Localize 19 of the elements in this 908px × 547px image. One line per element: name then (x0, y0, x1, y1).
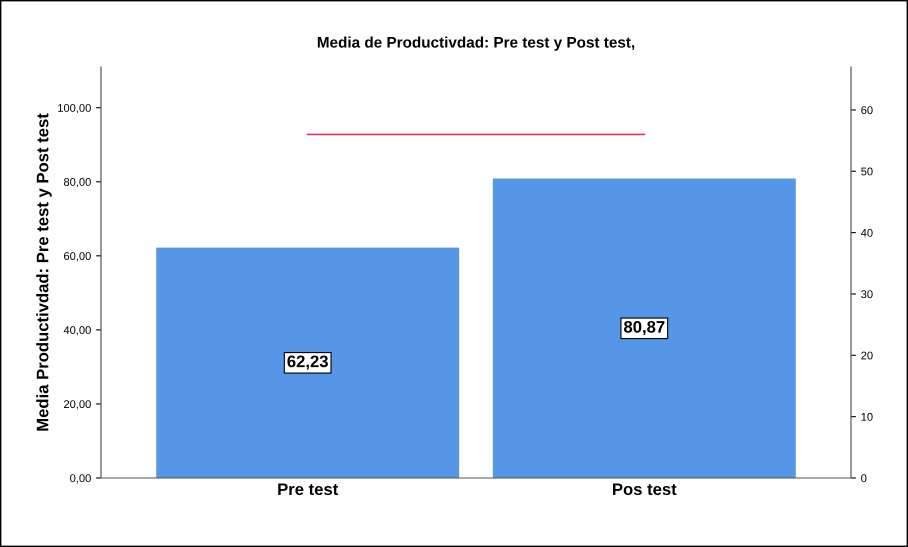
y-tick-label: 0,00 (70, 474, 91, 484)
y2-tick-label: 20 (861, 352, 873, 360)
y2-tick-label: 30 (861, 290, 873, 298)
y-tick-label: 80,00 (64, 178, 91, 188)
chart-title: Media de Productivdad: Pre test y Post test, (318, 36, 634, 51)
x-tick-label: Pos test (613, 483, 677, 496)
y-tick-label: 40,00 (64, 326, 91, 336)
y2-tick-label: 50 (861, 168, 873, 176)
y-tick-label: 20,00 (64, 400, 91, 410)
y-tick-label: 100,00 (58, 104, 91, 114)
data-label: 80,87 (624, 320, 664, 336)
data-label: 62,23 (287, 355, 328, 370)
x-tick-label: Pre test (278, 483, 338, 496)
y2-tick-label: 40 (860, 228, 873, 237)
y2-tick-label: 10 (862, 412, 873, 421)
y2-tick-label: 60 (861, 106, 873, 114)
y-tick-label: 60,00 (64, 252, 91, 262)
y-axis-title: Media Productivdad: Pre test y Post test (36, 113, 52, 431)
y2-tick-label: 0 (861, 474, 866, 482)
